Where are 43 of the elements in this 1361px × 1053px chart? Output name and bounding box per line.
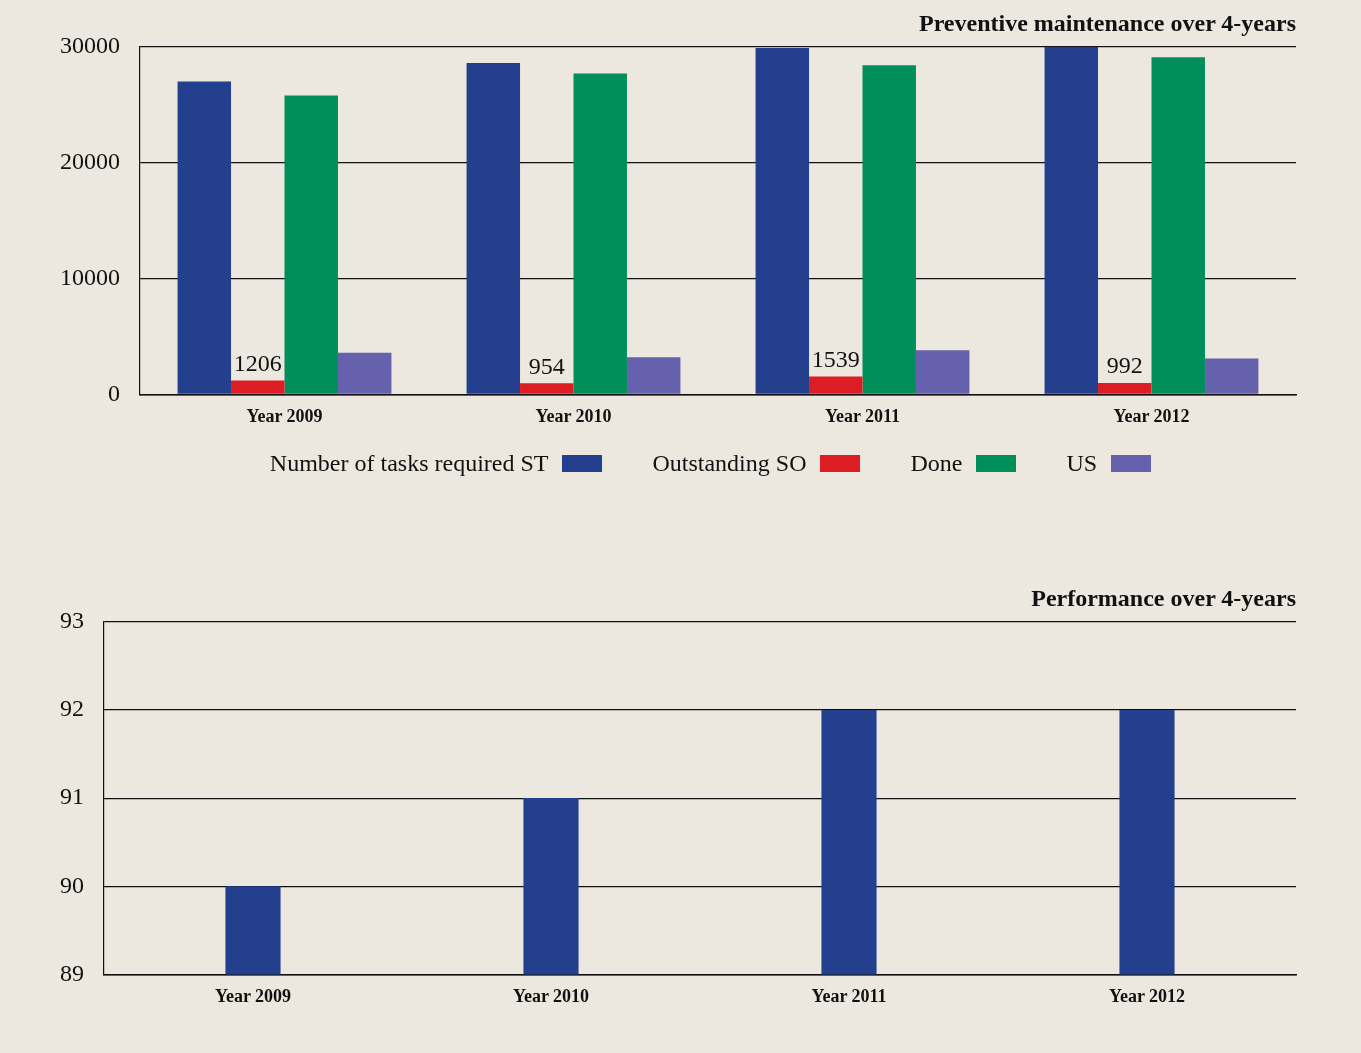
y-tick-label: 90 <box>60 871 84 898</box>
chart-title: Preventive maintenance over 4-years <box>918 9 1296 36</box>
x-tick-label: Year 2009 <box>246 405 323 426</box>
bar <box>177 81 232 394</box>
data-label: 1539 <box>811 345 860 372</box>
y-tick-label: 30000 <box>60 32 120 59</box>
bar <box>1204 358 1259 394</box>
data-label: 1206 <box>233 349 282 376</box>
bar <box>915 350 970 394</box>
legend-label: Number of tasks required ST <box>269 450 549 477</box>
bar <box>466 63 521 394</box>
bar <box>231 380 285 394</box>
x-tick-label: Year 2012 <box>1113 405 1190 426</box>
y-tick-label: 92 <box>60 695 84 722</box>
y-tick-label: 91 <box>60 783 84 810</box>
y-tick-label: 0 <box>108 379 120 406</box>
x-tick-label: Year 2012 <box>1108 985 1186 1006</box>
x-tick-label: Year 2009 <box>214 985 292 1006</box>
y-tick-label: 89 <box>60 959 84 986</box>
bar <box>809 376 863 394</box>
x-tick-label: Year 2011 <box>824 405 901 426</box>
y-tick-label: 93 <box>60 607 84 634</box>
data-label: 992 <box>1106 352 1143 379</box>
x-tick-label: Year 2011 <box>811 985 887 1006</box>
bar <box>573 73 627 394</box>
y-tick-label: 10000 <box>60 263 120 290</box>
bar <box>284 95 338 394</box>
bar <box>1098 382 1152 394</box>
chart-title: Performance over 4-years <box>1031 584 1296 611</box>
bar <box>1151 57 1205 394</box>
bar <box>862 65 916 394</box>
bar <box>1044 46 1099 394</box>
legend-label: Done <box>910 450 963 477</box>
bar <box>626 357 681 394</box>
x-tick-label: Year 2010 <box>535 405 612 426</box>
bar <box>755 47 810 394</box>
legend-label: US <box>1066 450 1098 477</box>
x-tick-label: Year 2010 <box>512 985 590 1006</box>
legend-label: Outstanding SO <box>652 450 807 477</box>
y-tick-label: 20000 <box>60 147 120 174</box>
data-label: 954 <box>528 352 565 379</box>
bar <box>520 383 574 394</box>
bar <box>337 352 392 394</box>
